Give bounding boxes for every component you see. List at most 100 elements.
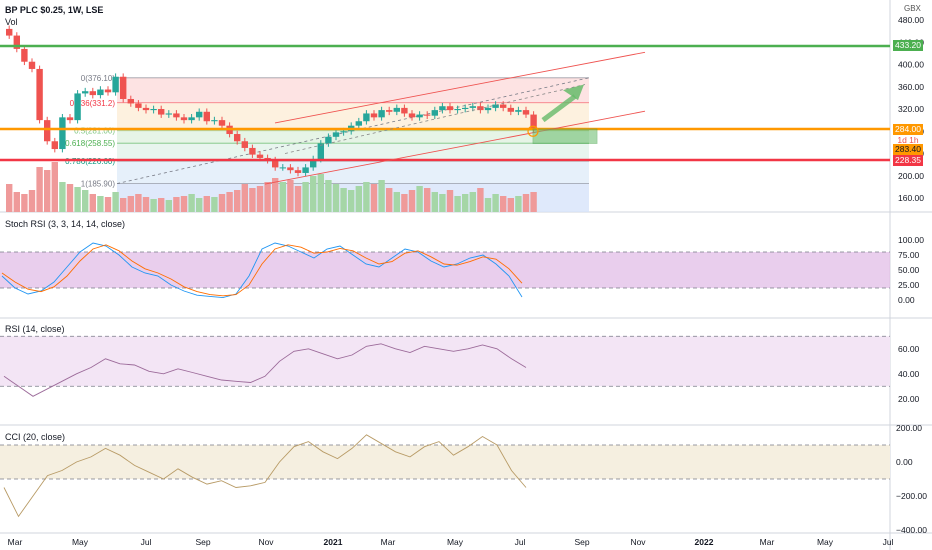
candle-body — [36, 68, 43, 121]
fib-level-label: 1(185.90) — [81, 180, 116, 189]
stoch-scale-tick: 50.00 — [898, 265, 920, 275]
cci-scale-tick: 0.00 — [896, 457, 913, 467]
candle-body — [196, 111, 203, 118]
candle-body — [332, 132, 340, 137]
candle-body — [522, 110, 530, 115]
time-axis-tick: Mar — [760, 537, 775, 547]
volume-bar — [530, 192, 537, 212]
candle-body — [104, 89, 112, 93]
candle-body — [363, 113, 370, 122]
volume-bar — [158, 198, 165, 212]
target-zone-box — [532, 128, 598, 144]
candle-body — [150, 109, 157, 111]
volume-bar — [150, 199, 157, 212]
volume-bar — [264, 182, 271, 212]
price-scale-tick: 160.00 — [898, 193, 924, 203]
volume-bar — [97, 196, 104, 212]
volume-bar — [469, 192, 476, 212]
time-axis-tick: Mar — [8, 537, 23, 547]
volume-bar — [431, 192, 438, 212]
volume-bar — [51, 162, 58, 212]
candle-body — [112, 76, 119, 93]
candle-body — [302, 167, 309, 173]
time-axis-tick: Nov — [258, 537, 274, 547]
candle-body — [188, 117, 195, 121]
candle-body — [454, 109, 461, 111]
volume-bar — [317, 174, 324, 212]
time-axis-tick: Jul — [515, 537, 526, 547]
price-scale-tick: 200.00 — [898, 171, 924, 181]
time-axis-tick: May — [447, 537, 464, 547]
candle-body — [530, 114, 537, 129]
candle-body — [294, 170, 302, 173]
rsi-scale-tick: 60.00 — [898, 344, 920, 354]
price-scale-tick: 480.00 — [898, 15, 924, 25]
cci-title: CCI (20, close) — [5, 432, 66, 442]
volume-bar — [454, 196, 461, 212]
fib-level-label: 0.236(331.2) — [70, 99, 116, 108]
cci-band — [0, 445, 890, 479]
candle-body — [446, 106, 454, 111]
volume-bar — [294, 186, 302, 212]
bullish-arrow-head — [563, 84, 584, 101]
channel-upper-line — [274, 51, 646, 124]
volume-bar — [378, 180, 385, 212]
volume-label: Vol — [5, 17, 18, 27]
stoch-band — [0, 252, 890, 288]
volume-bar — [340, 188, 347, 212]
stoch-rsi-title: Stoch RSI (3, 3, 14, 14, close) — [5, 219, 126, 229]
rsi-line — [3, 343, 527, 397]
candle-body — [386, 110, 393, 112]
fib-level-label: 0.5(281.00) — [74, 127, 115, 136]
volume-bar — [196, 198, 203, 212]
volume-bar — [226, 192, 233, 212]
cci-scale-tick: −200.00 — [896, 491, 927, 501]
candle-body — [431, 110, 438, 116]
time-axis-tick: Jul — [141, 537, 152, 547]
volume-bar — [188, 194, 195, 212]
volume-bar — [522, 194, 530, 212]
volume-bar — [6, 184, 13, 212]
green-level-tag: 433.20 — [893, 40, 923, 51]
bullish-arrow-shaft — [541, 94, 577, 123]
candle-body — [173, 113, 180, 118]
volume-bar — [279, 182, 286, 212]
volume-bar — [492, 194, 499, 212]
cci-scale-tick: 200.00 — [896, 423, 922, 433]
volume-bar — [386, 188, 393, 212]
candle-body — [317, 143, 324, 160]
candle-body — [256, 154, 264, 158]
candle-body — [203, 111, 210, 122]
red-level-tag: 228.35 — [893, 155, 923, 166]
volume-bar — [44, 170, 51, 212]
time-axis-tick: Mar — [381, 537, 396, 547]
candle-body — [416, 114, 423, 118]
candle-body — [393, 107, 400, 112]
fib-level-label: 0.786(226.60) — [65, 157, 115, 166]
volume-bar — [74, 187, 81, 212]
rsi-scale-tick: 20.00 — [898, 394, 920, 404]
volume-bar — [234, 190, 241, 212]
volume-bar — [89, 194, 96, 212]
fib-zone — [117, 130, 589, 144]
volume-bar — [325, 180, 332, 212]
volume-bar — [173, 197, 180, 212]
stoch-scale-tick: 0.00 — [898, 295, 915, 305]
candle-body — [6, 28, 13, 36]
candle-body — [66, 117, 74, 121]
candle-body — [180, 117, 188, 121]
candle-body — [355, 121, 362, 126]
pullback-marker — [527, 125, 539, 137]
volume-bar — [408, 190, 416, 212]
candle-body — [89, 91, 96, 96]
volume-bar — [13, 192, 20, 212]
candle-body — [13, 35, 20, 49]
fib-level-label: 0.618(258.55) — [65, 139, 115, 148]
candle-body — [469, 106, 476, 108]
candle-body — [165, 113, 172, 115]
candle-body — [211, 120, 218, 122]
time-axis-tick: 2022 — [695, 537, 714, 547]
candle-body — [325, 136, 332, 144]
candle-body — [424, 114, 431, 116]
